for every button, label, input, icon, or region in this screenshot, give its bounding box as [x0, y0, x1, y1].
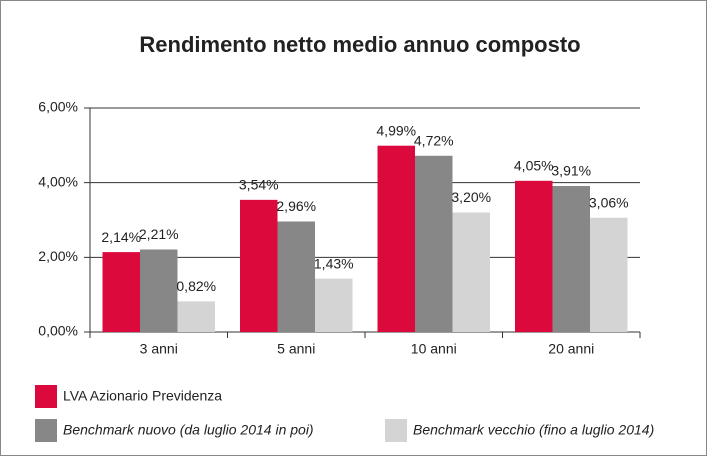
- value-label: 2,21%: [139, 226, 179, 242]
- bar: [515, 180, 553, 332]
- legend-swatch: [35, 419, 57, 442]
- y-tick-label: 6,00%: [38, 99, 78, 115]
- y-tick-label: 2,00%: [38, 248, 78, 264]
- bar: [552, 186, 590, 332]
- bar: [377, 145, 415, 332]
- value-label: 1,43%: [314, 255, 354, 271]
- legend-label: Benchmark nuovo (da luglio 2014 in poi): [63, 422, 314, 438]
- y-tick-label: 4,00%: [38, 173, 78, 189]
- bar: [277, 221, 315, 332]
- value-label: 3,06%: [589, 194, 629, 210]
- legend-label: LVA Azionario Previdenza: [63, 388, 222, 404]
- x-tick-label: 20 anni: [548, 341, 594, 357]
- bar: [140, 249, 178, 332]
- x-tick-label: 10 anni: [411, 341, 457, 357]
- value-label: 4,99%: [376, 122, 416, 138]
- legend-label: Benchmark vecchio (fino a luglio 2014): [413, 422, 654, 438]
- bar: [415, 155, 453, 332]
- bar: [240, 199, 278, 332]
- legend-swatch: [35, 385, 57, 408]
- chart-title: Rendimento netto medio annuo composto: [139, 32, 580, 57]
- x-tick-label: 3 anni: [140, 341, 178, 357]
- legend-swatch: [385, 419, 407, 442]
- bar: [590, 217, 628, 332]
- bar: [452, 212, 490, 332]
- y-tick-label: 0,00%: [38, 323, 78, 339]
- bar: [315, 278, 353, 332]
- value-label: 0,82%: [176, 278, 216, 294]
- value-label: 3,20%: [451, 189, 491, 205]
- x-tick-label: 5 anni: [277, 341, 315, 357]
- bar: [177, 301, 215, 332]
- value-label: 3,54%: [239, 177, 279, 193]
- value-label: 4,05%: [514, 158, 554, 174]
- value-label: 3,91%: [551, 163, 591, 179]
- value-label: 2,96%: [276, 198, 316, 214]
- value-label: 4,72%: [414, 132, 454, 148]
- bar: [102, 252, 140, 332]
- value-label: 2,14%: [101, 229, 141, 245]
